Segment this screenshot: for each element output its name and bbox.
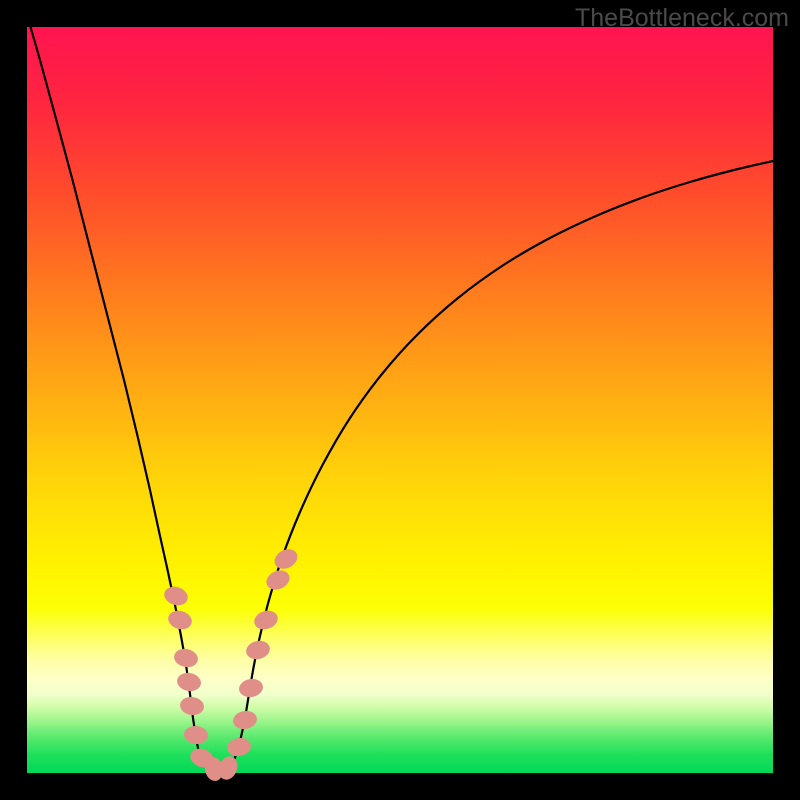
curve-bead	[172, 647, 199, 670]
curve-bead	[183, 725, 209, 745]
curve-bead	[179, 695, 205, 716]
curve-bead	[238, 677, 265, 699]
curve-bead	[166, 608, 194, 632]
plot-area	[27, 27, 773, 773]
curve-bead	[232, 709, 259, 731]
curve-bead	[176, 671, 203, 693]
curve-right	[218, 161, 773, 772]
curve-bead	[263, 567, 292, 593]
curve-bead	[252, 608, 280, 633]
attribution-text: TheBottleneck.com	[575, 4, 789, 33]
curves-svg	[0, 0, 800, 800]
curve-bead	[225, 736, 252, 759]
curve-bead	[244, 638, 272, 661]
curve-bead	[162, 584, 190, 609]
